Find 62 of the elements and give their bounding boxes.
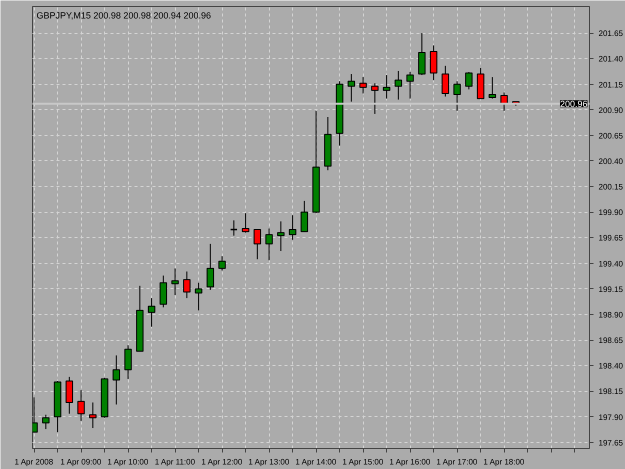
y-tick-label: 199.15 [598, 284, 624, 294]
candlestick [382, 74, 390, 100]
candlestick [230, 220, 238, 236]
candlestick [442, 65, 450, 98]
candlestick [359, 76, 367, 94]
candlestick [406, 71, 414, 100]
candlestick [206, 243, 214, 290]
candlestick [465, 71, 473, 90]
y-tick-label: 200.40 [598, 156, 624, 166]
candlestick [89, 402, 97, 429]
x-tick-label: 1 Apr 13:00 [248, 458, 290, 466]
candlestick [348, 74, 356, 102]
y-tick-label: 200.90 [598, 106, 624, 115]
x-tick-label: 1 Apr 09:00 [60, 458, 102, 466]
candlestick [218, 256, 226, 271]
candlestick [371, 82, 379, 114]
candlestick [453, 80, 461, 112]
y-tick-label: 201.40 [598, 54, 624, 64]
y-tick-label: 200.65 [598, 131, 624, 140]
candlestick [254, 229, 262, 260]
x-tick-label: 1 Apr 18:00 [483, 458, 525, 466]
x-tick-label: 1 Apr 2008 [14, 458, 54, 466]
x-tick-label: 1 Apr 16:00 [389, 458, 431, 466]
candlestick [394, 70, 402, 100]
candlestick [124, 344, 132, 380]
y-tick-label: 197.90 [598, 412, 624, 422]
candlestick [171, 268, 179, 296]
candlestick [194, 282, 202, 311]
y-tick-label: 199.90 [598, 208, 624, 218]
x-tick-label: 1 Apr 11:00 [154, 458, 196, 466]
candlestick [430, 44, 438, 81]
candlestick [242, 212, 250, 234]
y-tick-label: 198.15 [598, 387, 624, 396]
candlestick [42, 414, 50, 430]
candlestick [488, 76, 496, 100]
candlestick [265, 228, 273, 261]
y-tick-label: 198.40 [598, 362, 624, 371]
x-tick-label: 1 Apr 17:00 [436, 458, 478, 466]
candlestick [148, 298, 156, 328]
y-tick-label: 199.40 [598, 259, 624, 268]
y-tick-label: 201.65 [598, 29, 624, 38]
x-tick-label: 1 Apr 12:00 [201, 458, 243, 466]
y-tick-label: 201.15 [598, 80, 624, 90]
candlestick [77, 390, 85, 422]
candlestick [112, 354, 120, 406]
y-tick-label: 198.65 [598, 336, 624, 346]
ref-line-label: 200.96 [560, 99, 588, 110]
candlestick [277, 220, 285, 252]
y-tick-label: 197.65 [598, 438, 624, 448]
candlestick [66, 376, 74, 414]
y-tick-label: 199.65 [598, 234, 624, 243]
text: GBPJPY,M15 200.98 200.98 200.94 200.96 [36, 10, 211, 20]
y-tick-label: 198.90 [598, 310, 624, 320]
x-tick-label: 1 Apr 10:00 [107, 458, 149, 466]
candlestick [288, 214, 296, 240]
candlestick [183, 270, 191, 299]
x-tick-label: 1 Apr 14:00 [295, 458, 337, 466]
candlestick [160, 275, 168, 308]
x-tick-label: 1 Apr 15:00 [342, 458, 384, 466]
y-tick-label: 200.15 [598, 182, 624, 192]
candlestick [418, 32, 426, 76]
candlestick [300, 200, 308, 232]
